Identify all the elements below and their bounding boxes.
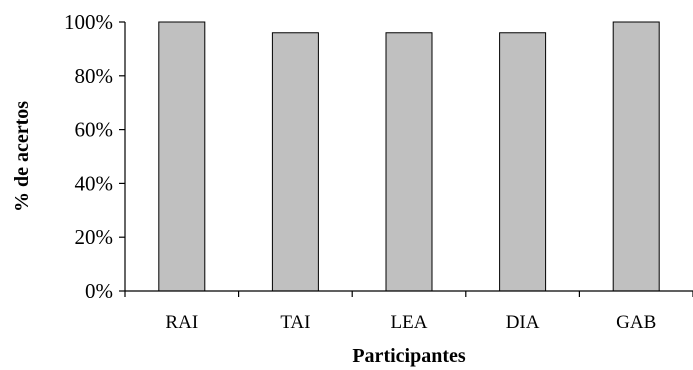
bar-gab — [612, 21, 660, 292]
y-tick-label: 60% — [75, 118, 114, 142]
x-axis-ticks — [124, 291, 693, 297]
x-category-label: GAB — [616, 312, 656, 333]
x-category-label: RAI — [165, 312, 198, 333]
y-tick-label: 0% — [85, 279, 113, 303]
bar-rai — [158, 21, 206, 292]
y-tick-label: 40% — [75, 171, 114, 195]
bar-tai — [271, 32, 319, 292]
y-tick-label: 80% — [75, 64, 114, 88]
x-axis-category-labels: RAI TAI LEA DIA GAB — [165, 312, 656, 333]
x-axis-title: Participantes — [352, 345, 466, 367]
x-category-label: DIA — [506, 312, 540, 333]
bar-lea — [385, 32, 433, 292]
y-tick-label: 20% — [75, 225, 114, 249]
bars — [158, 21, 660, 292]
y-axis-ticks: 0% 20% 40% 60% 80% 100% — [64, 10, 125, 303]
y-axis-title: % de acertos — [11, 101, 33, 212]
bar-dia — [499, 32, 547, 292]
y-tick-label: 100% — [64, 10, 113, 34]
x-category-label: LEA — [391, 312, 428, 333]
x-category-label: TAI — [280, 312, 310, 333]
